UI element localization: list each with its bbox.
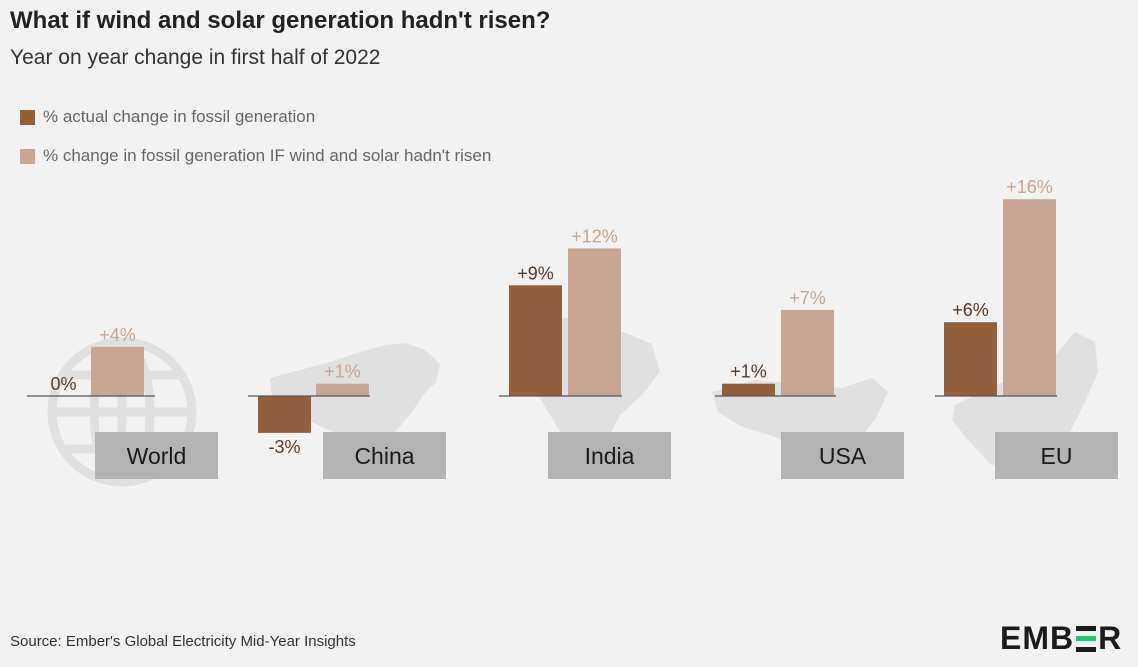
bar-eu-actual	[944, 322, 997, 396]
chart-title: What if wind and solar generation hadn't…	[10, 7, 551, 34]
category-box-usa	[781, 432, 904, 479]
legend-label-counterfactual: % change in fossil generation IF wind an…	[43, 146, 492, 165]
data-label-world-counterfactual: +4%	[99, 325, 136, 345]
source-note: Source: Ember's Global Electricity Mid-Y…	[10, 633, 356, 650]
data-label-china-counterfactual: +1%	[324, 362, 361, 382]
bar-india-counterfactual	[568, 248, 621, 396]
bar-india-actual	[509, 285, 562, 396]
data-label-eu-counterfactual: +16%	[1006, 177, 1053, 197]
data-label-india-counterfactual: +12%	[571, 226, 618, 246]
category-box-india	[548, 432, 671, 479]
bar-usa-counterfactual	[781, 309, 834, 396]
legend-label-actual: % actual change in fossil generation	[43, 107, 316, 126]
bar-china-actual	[258, 396, 311, 433]
category-label-world: World	[127, 443, 187, 469]
logo-e-glyph	[1076, 625, 1097, 652]
data-label-india-actual: +9%	[517, 263, 554, 283]
chart-subtitle: Year on year change in first half of 202…	[10, 46, 381, 69]
legend-swatch-counterfactual	[20, 148, 35, 164]
data-label-world-actual: 0%	[50, 374, 76, 394]
data-label-china-actual: -3%	[268, 437, 300, 457]
category-box-world	[95, 432, 218, 479]
legend-swatch-actual	[20, 109, 35, 125]
data-label-usa-counterfactual: +7%	[789, 288, 826, 308]
bar-china-counterfactual	[316, 383, 369, 396]
data-label-usa-actual: +1%	[730, 362, 767, 382]
category-box-eu	[995, 432, 1118, 479]
bar-eu-counterfactual	[1003, 199, 1056, 396]
category-label-india: India	[585, 443, 635, 469]
category-box-china	[323, 432, 446, 479]
legend: % actual change in fossil generation % c…	[20, 106, 491, 184]
bar-usa-actual	[722, 383, 775, 396]
legend-item-actual: % actual change in fossil generation	[20, 106, 491, 128]
category-label-eu: EU	[1041, 443, 1073, 469]
legend-item-counterfactual: % change in fossil generation IF wind an…	[20, 145, 491, 167]
category-label-china: China	[354, 443, 414, 469]
data-label-eu-actual: +6%	[952, 300, 989, 320]
bar-world-counterfactual	[91, 346, 144, 396]
ember-logo: EMB R	[1000, 620, 1123, 656]
category-label-usa: USA	[819, 443, 867, 469]
